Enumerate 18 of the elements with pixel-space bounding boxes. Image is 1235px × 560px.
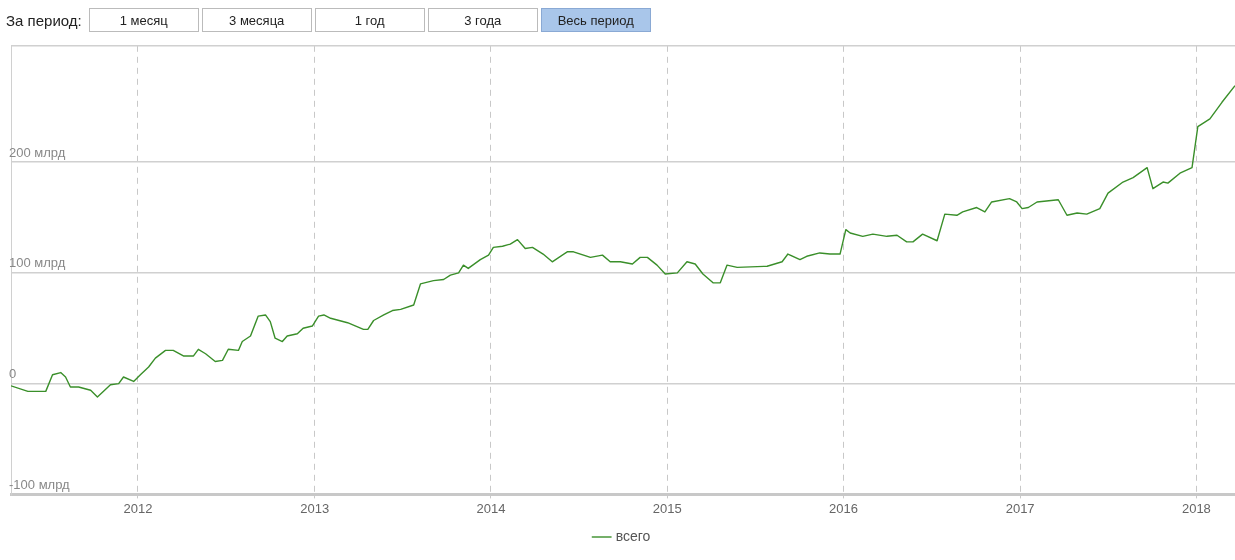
text: 3 месяца: [201, 8, 312, 32]
text: За период:: [6, 11, 82, 29]
x-tick-label: 2017: [1005, 500, 1035, 516]
y-tick-label: 100 млрд: [9, 255, 66, 271]
x-tick-label: 2018: [1181, 500, 1211, 516]
y-tick-label: -100 млрд: [9, 476, 71, 492]
x-tick-label: 2015: [652, 500, 682, 516]
text: 3 года: [427, 8, 538, 32]
x-tick-label: 2013: [300, 500, 330, 516]
x-tick-label: 2012: [123, 500, 153, 516]
text: Весь период: [540, 8, 651, 32]
x-tick-label: 2016: [828, 500, 858, 516]
legend-label: всего: [615, 527, 651, 544]
y-tick-label: 200 млрд: [9, 144, 66, 160]
x-tick-label: 2014: [476, 500, 506, 516]
y-tick-label: 0: [9, 366, 17, 382]
text: 1 месяц: [88, 8, 199, 32]
text: 1 год: [314, 8, 425, 32]
